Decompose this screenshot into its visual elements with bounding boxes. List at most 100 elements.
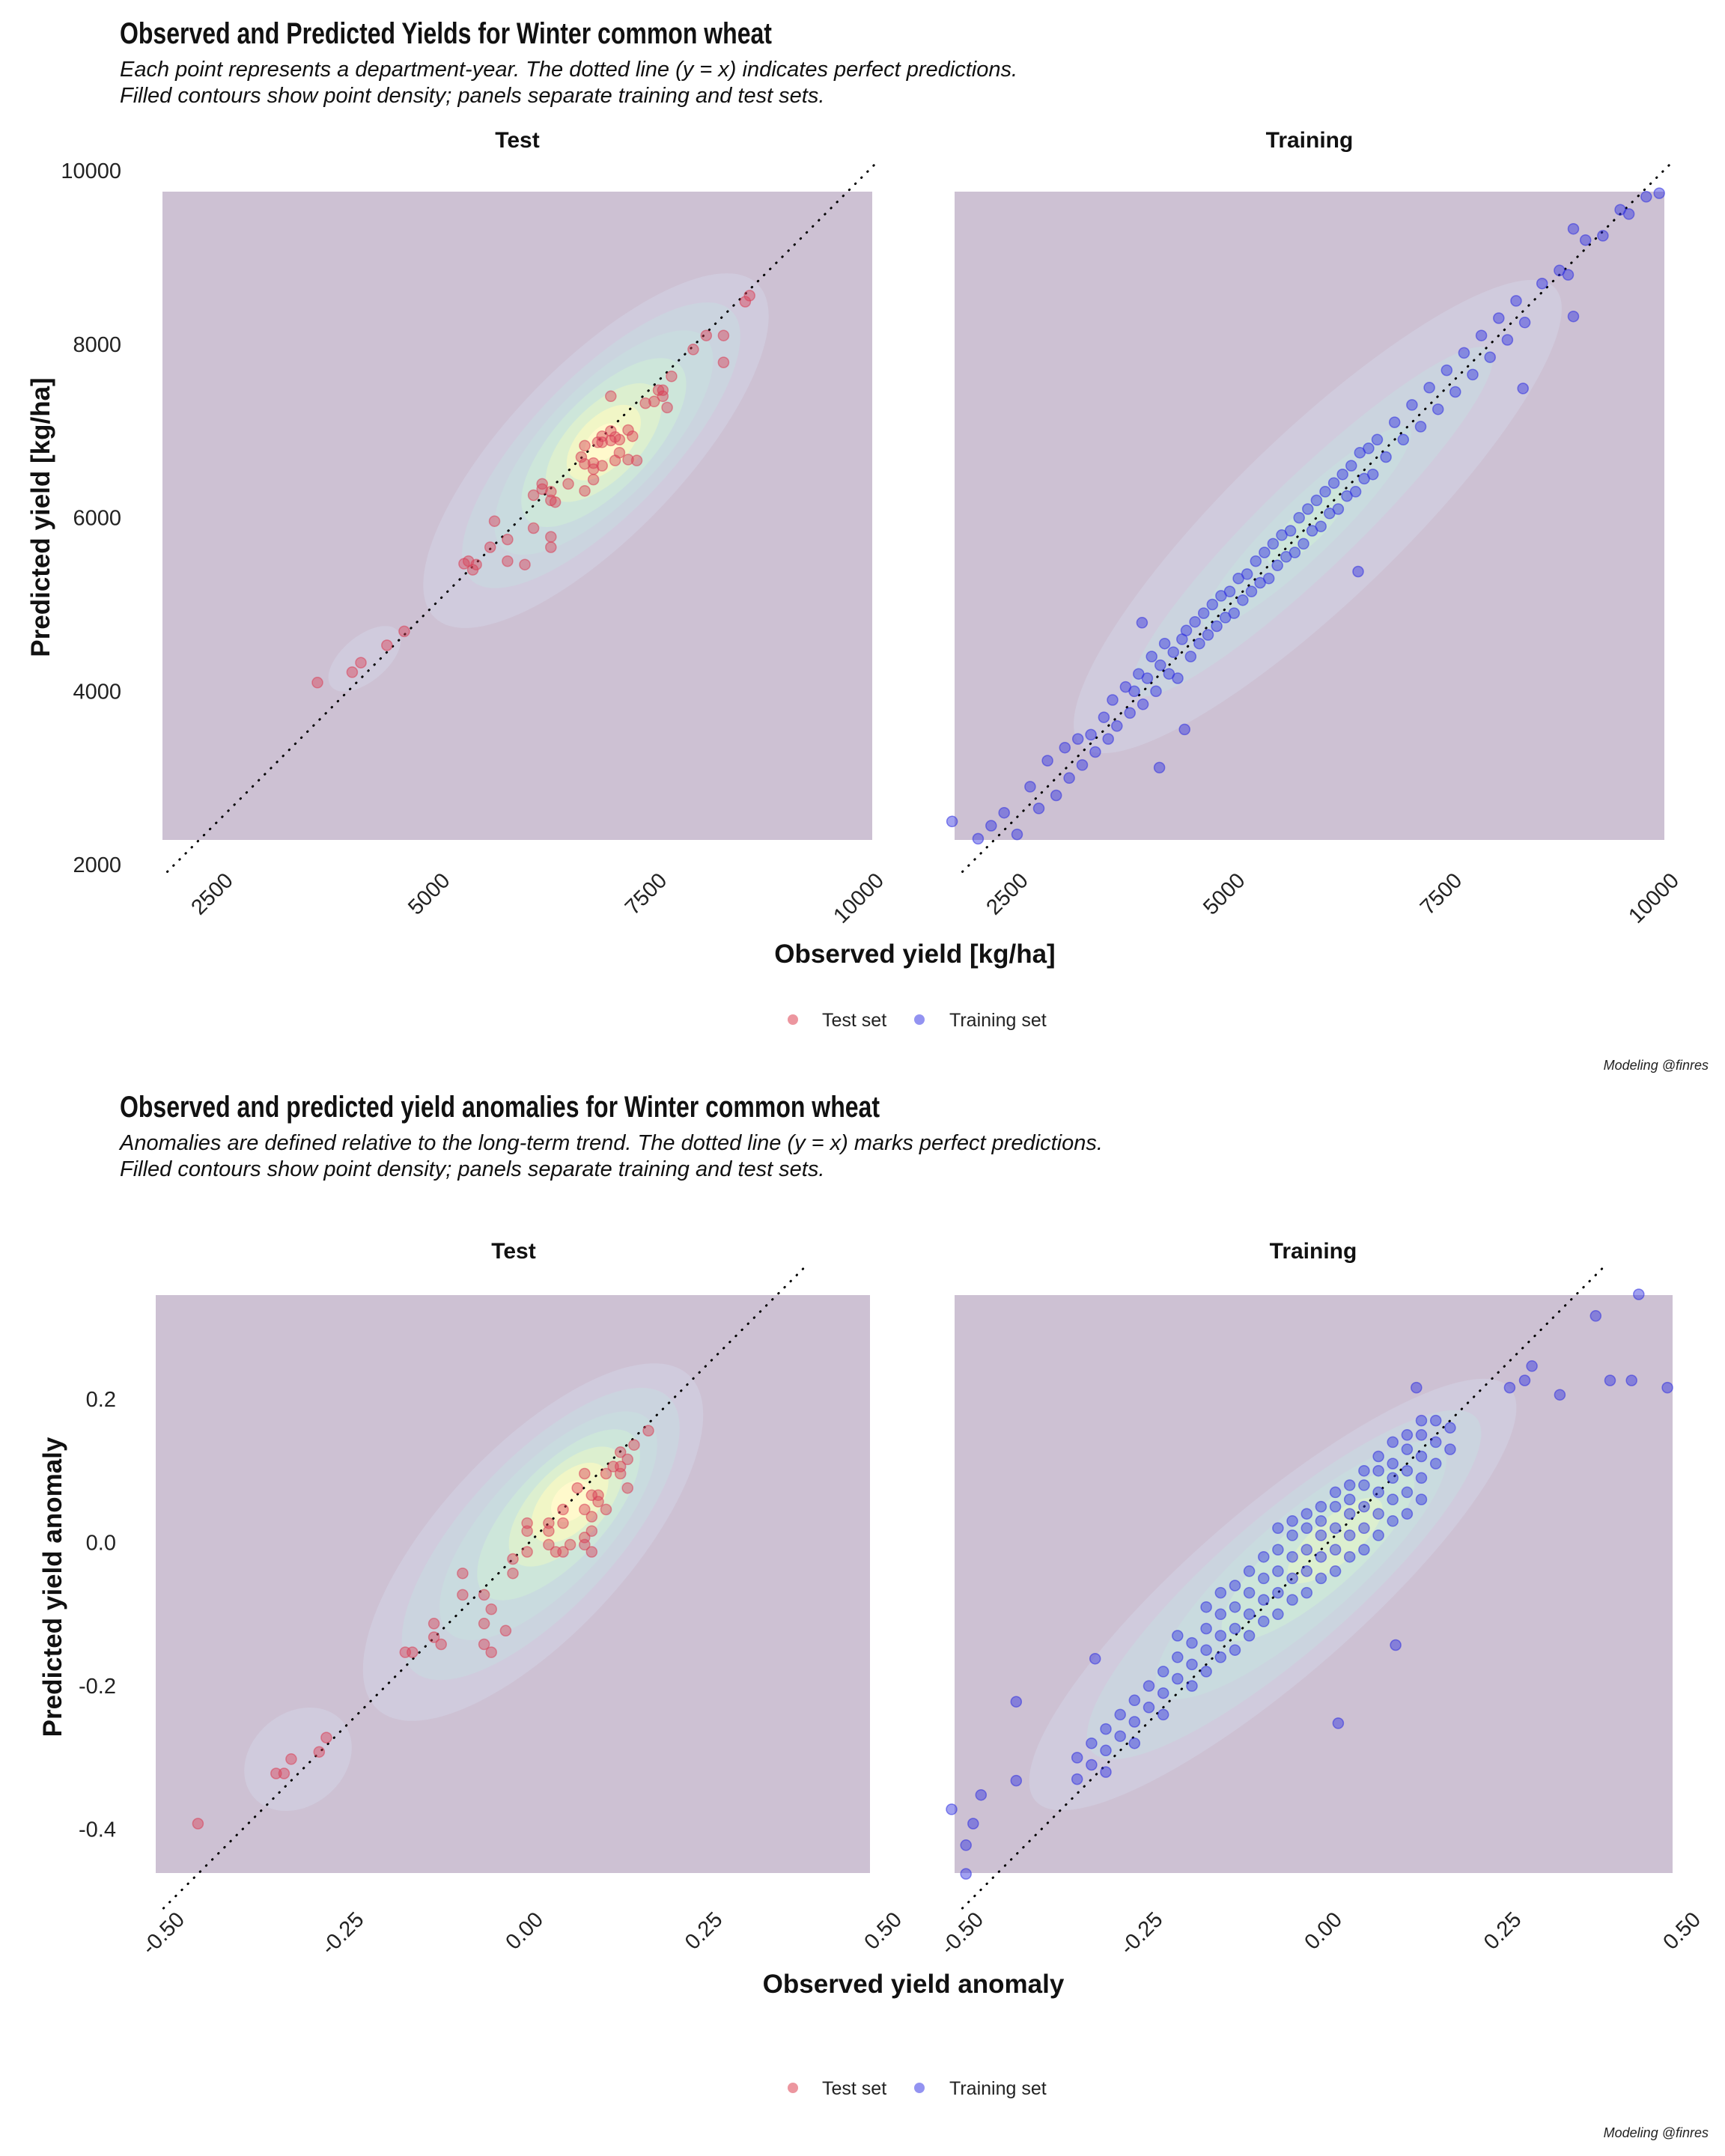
training-point: [1429, 1414, 1442, 1427]
training-point: [1071, 1752, 1083, 1764]
test-point: [622, 454, 634, 466]
training-point: [1358, 1500, 1370, 1513]
training-point: [1371, 433, 1384, 446]
test-point: [621, 1482, 633, 1494]
test-point: [435, 1638, 447, 1651]
test-point: [700, 329, 713, 341]
test-point: [549, 496, 562, 508]
training-point: [1063, 772, 1075, 785]
reference-line-y-equals-x: [162, 1264, 809, 1910]
test-point: [527, 489, 540, 502]
training-point: [1100, 1766, 1112, 1778]
training-point: [1429, 1458, 1442, 1470]
chart1-training-panel: [955, 192, 1664, 840]
chart2-panel-title-test: Test: [491, 1239, 535, 1264]
x-tick-label: 7500: [1416, 868, 1467, 919]
training-point: [1397, 433, 1410, 446]
training-point: [1319, 486, 1331, 498]
test-point: [613, 446, 626, 459]
training-point: [1214, 1586, 1227, 1599]
training-point: [1423, 382, 1435, 394]
training-point: [1229, 1644, 1241, 1656]
training-point: [967, 1818, 979, 1830]
training-point: [1267, 538, 1280, 550]
training-point: [1467, 368, 1479, 381]
test-point: [521, 1546, 533, 1558]
chart1-test-panel: [162, 192, 872, 840]
x-tick-label: 0.25: [1479, 1907, 1527, 1955]
training-point: [1352, 565, 1364, 578]
training-point: [1189, 615, 1201, 628]
test-point: [428, 1631, 440, 1643]
chart1-title: Observed and Predicted Yields for Winter…: [120, 16, 772, 50]
training-point: [1141, 672, 1154, 684]
training-point: [1484, 351, 1496, 363]
training-point: [1157, 1687, 1169, 1699]
test-point: [614, 1467, 627, 1480]
x-tick-label: 0.50: [1658, 1907, 1706, 1955]
training-point: [1050, 789, 1062, 802]
test-point: [579, 1503, 591, 1516]
training-point: [1366, 468, 1379, 481]
training-point: [1372, 1450, 1384, 1463]
training-point: [1272, 1565, 1284, 1577]
test-point: [543, 1538, 555, 1551]
test-point: [614, 1446, 627, 1458]
test-point: [485, 1603, 497, 1616]
test-point: [311, 677, 323, 689]
training-point: [1229, 1580, 1241, 1592]
training-point: [1315, 1500, 1327, 1513]
training-point: [1100, 1723, 1112, 1735]
training-point: [1111, 720, 1123, 732]
training-point: [1071, 733, 1084, 745]
training-point: [1286, 1515, 1298, 1527]
training-point: [1146, 651, 1157, 663]
training-point: [1136, 617, 1149, 629]
training-point: [985, 820, 997, 832]
training-point: [1250, 555, 1262, 567]
test-point: [545, 541, 557, 553]
test-point: [313, 1746, 326, 1758]
test-point: [346, 666, 359, 678]
training-point: [1358, 1479, 1370, 1491]
training-point: [1180, 624, 1193, 637]
training-point: [1329, 1486, 1342, 1499]
x-tick-label: 5000: [404, 868, 454, 919]
test-point: [470, 558, 482, 570]
training-point: [1343, 1529, 1356, 1541]
training-point: [1293, 511, 1305, 524]
test-point: [564, 1538, 576, 1551]
y-tick-label: 4000: [73, 680, 121, 704]
training-point: [1143, 1680, 1155, 1692]
training-point: [1114, 1708, 1126, 1721]
training-point: [1167, 646, 1179, 658]
training-point: [1536, 277, 1548, 290]
training-point: [1315, 520, 1327, 532]
training-point: [1223, 585, 1236, 597]
training-point: [1059, 741, 1071, 754]
training-point: [1329, 1544, 1342, 1556]
training-point: [1128, 685, 1140, 698]
training-point: [1178, 723, 1190, 736]
legend-test-marker: [788, 2083, 798, 2093]
chart1-caption: Modeling @finres: [1604, 1058, 1709, 1073]
test-point: [562, 478, 574, 490]
test-point: [536, 483, 548, 496]
training-point: [1458, 347, 1470, 359]
test-point: [545, 531, 557, 543]
y-tick-label: 2000: [73, 853, 121, 877]
training-point: [1475, 329, 1488, 341]
test-point: [381, 639, 393, 651]
training-point: [1150, 685, 1162, 698]
training-point: [1186, 1636, 1198, 1649]
training-point: [1010, 1774, 1023, 1787]
training-point: [1300, 1586, 1313, 1599]
test-point: [587, 473, 600, 486]
test-point: [592, 1496, 604, 1508]
training-point: [1229, 1601, 1241, 1613]
training-point: [1172, 1630, 1184, 1642]
training-point: [1241, 568, 1253, 580]
test-point: [355, 657, 367, 669]
test-point: [639, 397, 651, 409]
test-point: [543, 1525, 555, 1537]
